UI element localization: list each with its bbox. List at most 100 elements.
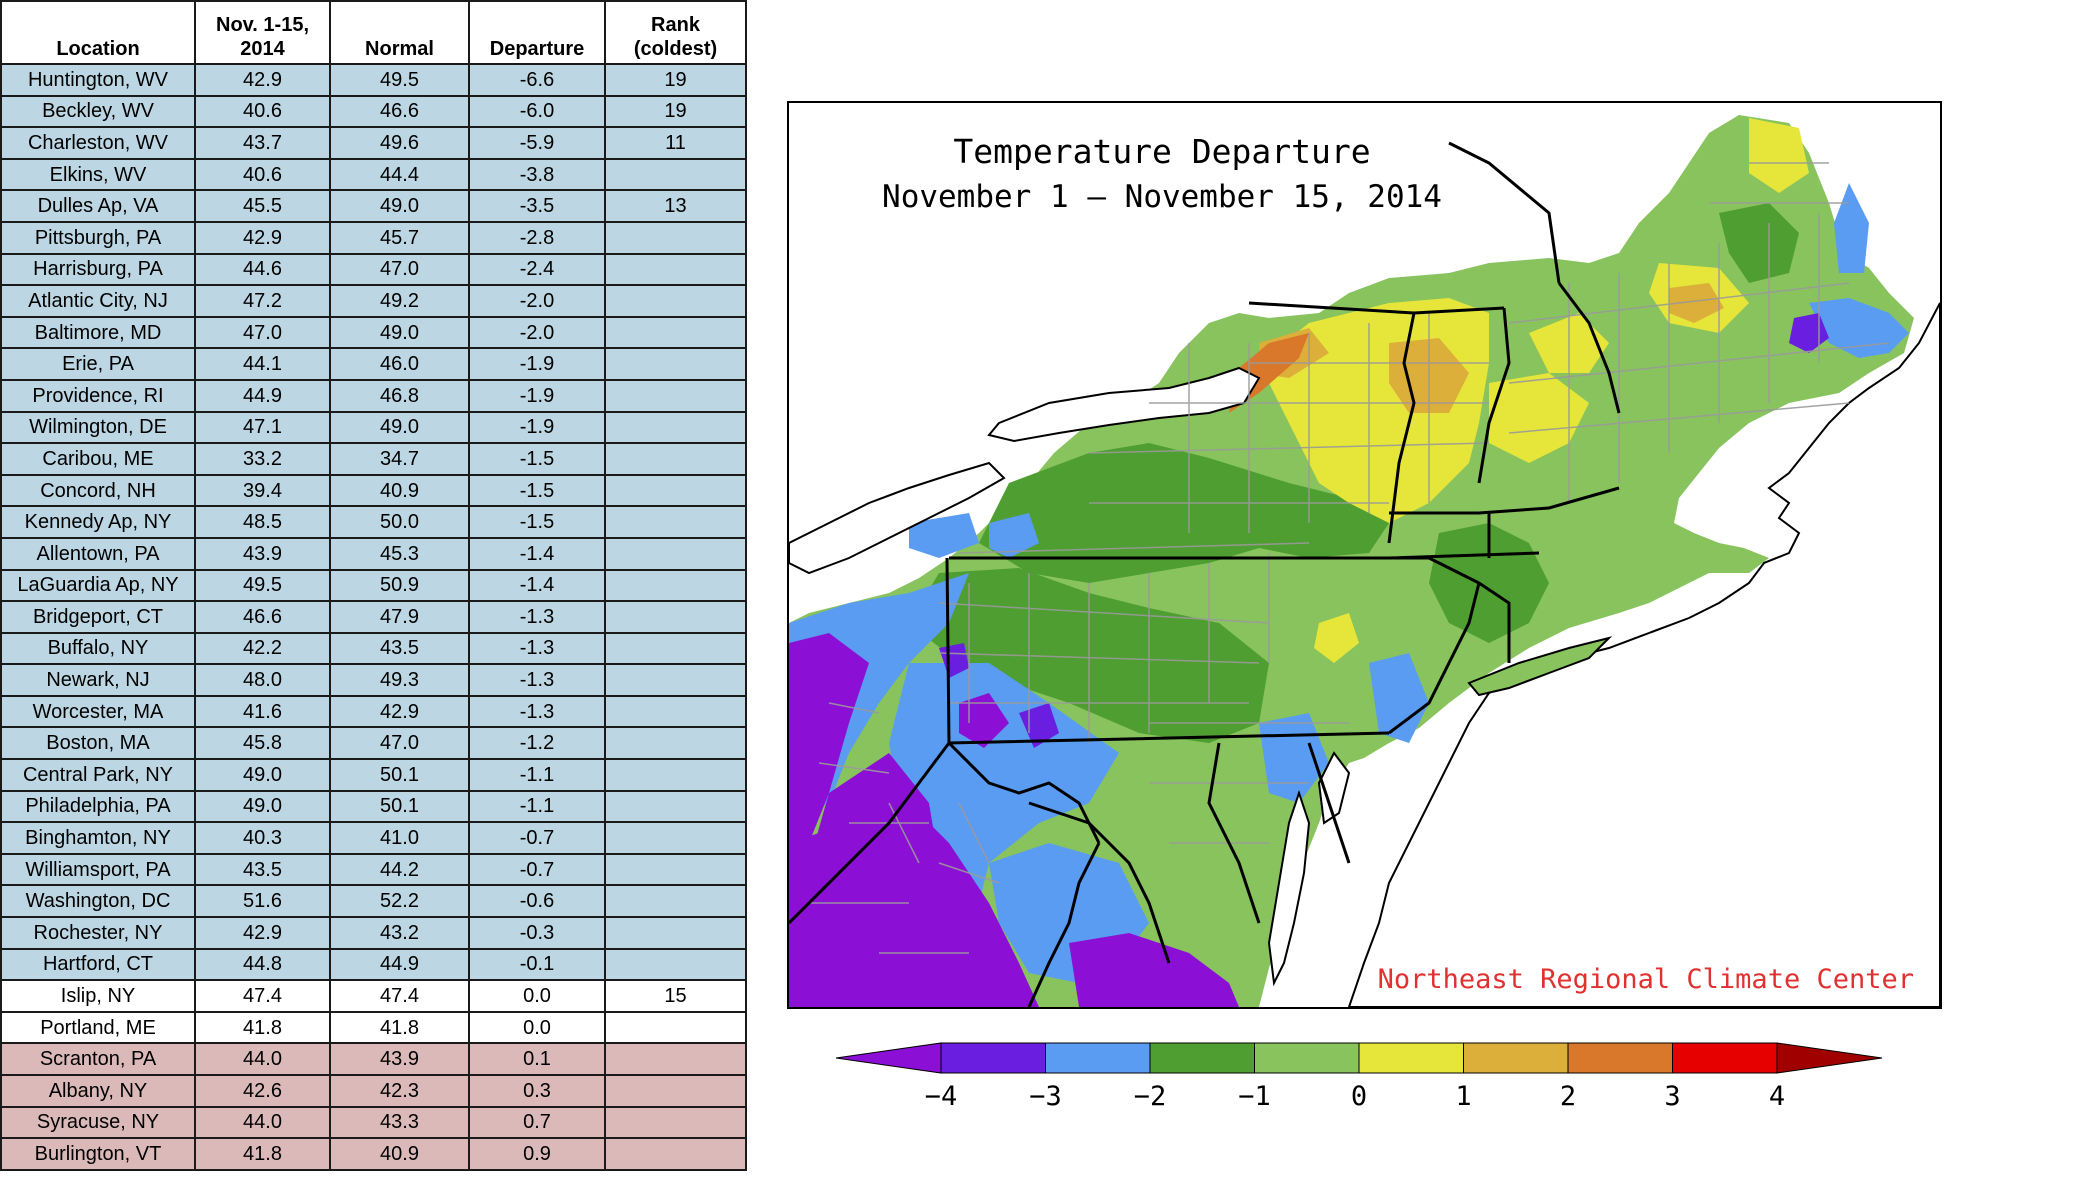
table-row: Allentown, PA 43.9 45.3 -1.4 (0, 536, 747, 571)
water-bodies (789, 366, 1351, 987)
legend-tick-label: 3 (1664, 1081, 1680, 1112)
cell-value: 42.9 (194, 916, 331, 950)
cell-departure: 0.1 (468, 1042, 606, 1076)
cell-value: 51.6 (194, 884, 331, 919)
cell-value: 44.8 (194, 947, 331, 982)
map-title: Temperature Departure (953, 132, 1370, 171)
cell-departure: -1.3 (468, 694, 606, 729)
table-row: LaGuardia Ap, NY 49.5 50.9 -1.4 (0, 568, 747, 603)
cell-rank (604, 284, 747, 318)
table-row: Wilmington, DE 47.1 49.0 -1.9 (0, 410, 747, 445)
header-location: Location (0, 0, 196, 65)
cell-value: 44.0 (194, 1105, 331, 1140)
cell-value: 47.2 (194, 284, 331, 318)
map-credit: Northeast Regional Climate Center (1378, 964, 1914, 995)
cell-value: 40.6 (194, 157, 331, 192)
cell-rank: 19 (604, 63, 747, 97)
table-row: Philadelphia, PA 49.0 50.1 -1.1 (0, 789, 747, 824)
cell-rank (604, 694, 747, 729)
legend-tick-label: 0 (1351, 1081, 1367, 1112)
cell-rank (604, 758, 747, 792)
county-lines (809, 162, 1890, 954)
cell-rank: 15 (604, 979, 747, 1013)
cell-normal: 41.8 (329, 1010, 470, 1045)
cell-normal: 49.0 (329, 410, 470, 445)
legend-bin (1567, 1042, 1673, 1074)
legend-bin (1463, 1042, 1569, 1074)
cell-rank: 19 (604, 94, 747, 129)
cell-value: 33.2 (194, 442, 331, 476)
cell-normal: 40.9 (329, 1137, 470, 1171)
cell-rank (604, 378, 747, 413)
cell-departure: -1.9 (468, 378, 606, 413)
cell-departure: -5.9 (468, 126, 606, 160)
cell-normal: 49.2 (329, 284, 470, 318)
cell-location: Philadelphia, PA (0, 789, 196, 824)
cell-departure: -1.5 (468, 473, 606, 508)
cell-rank: 11 (604, 126, 747, 160)
cell-normal: 42.3 (329, 1074, 470, 1108)
cell-normal: 44.9 (329, 947, 470, 982)
cell-departure: -3.5 (468, 189, 606, 223)
cell-departure: 0.9 (468, 1137, 606, 1171)
cell-location: Atlantic City, NJ (0, 284, 196, 318)
cell-rank (604, 1042, 747, 1076)
cell-rank (604, 536, 747, 571)
cell-rank (604, 663, 747, 697)
cell-value: 43.7 (194, 126, 331, 160)
table-row: Scranton, PA 44.0 43.9 0.1 (0, 1042, 747, 1076)
cell-location: Hartford, CT (0, 947, 196, 982)
cell-value: 44.0 (194, 1042, 331, 1076)
legend-tick-label: 2 (1560, 1081, 1576, 1112)
cell-rank (604, 220, 747, 255)
legend-tick-label: 4 (1769, 1081, 1785, 1112)
cell-location: Caribou, ME (0, 442, 196, 476)
cell-rank (604, 821, 747, 855)
cell-normal: 45.3 (329, 536, 470, 571)
cell-normal: 42.9 (329, 694, 470, 729)
cell-normal: 45.7 (329, 220, 470, 255)
table-row: Worcester, MA 41.6 42.9 -1.3 (0, 694, 747, 729)
legend-arrow-low (835, 1042, 942, 1074)
cell-value: 41.6 (194, 694, 331, 729)
cell-departure: -2.4 (468, 252, 606, 287)
table-row: Caribou, ME 33.2 34.7 -1.5 (0, 442, 747, 476)
cell-normal: 43.3 (329, 1105, 470, 1140)
cell-rank (604, 884, 747, 919)
cell-rank (604, 157, 747, 192)
cell-departure: -1.1 (468, 789, 606, 824)
legend-arrow-high (1776, 1042, 1883, 1074)
cell-normal: 49.6 (329, 126, 470, 160)
table-row: Beckley, WV 40.6 46.6 -6.0 19 (0, 94, 747, 129)
cell-normal: 44.2 (329, 852, 470, 887)
cell-departure: -1.2 (468, 726, 606, 761)
cell-location: Buffalo, NY (0, 631, 196, 666)
table-row: Binghamton, NY 40.3 41.0 -0.7 (0, 821, 747, 855)
cell-departure: -2.0 (468, 284, 606, 318)
cell-location: Baltimore, MD (0, 315, 196, 350)
cell-value: 43.9 (194, 536, 331, 571)
cell-normal: 49.5 (329, 63, 470, 97)
legend-tick-label: 1 (1455, 1081, 1471, 1112)
cell-location: Erie, PA (0, 347, 196, 381)
cell-location: Boston, MA (0, 726, 196, 761)
legend-bin (1672, 1042, 1778, 1074)
cell-departure: -1.3 (468, 631, 606, 666)
cell-departure: -1.3 (468, 663, 606, 697)
legend-bins (835, 1042, 1883, 1074)
header-rank: Rank (coldest) (604, 0, 747, 65)
cell-rank (604, 947, 747, 982)
cell-value: 40.6 (194, 94, 331, 129)
cell-value: 47.0 (194, 315, 331, 350)
cell-departure: -0.7 (468, 821, 606, 855)
cell-location: Central Park, NY (0, 758, 196, 792)
cell-departure: 0.7 (468, 1105, 606, 1140)
cell-value: 47.1 (194, 410, 331, 445)
anomaly-fill (789, 115, 1914, 1007)
table-row: Islip, NY 47.4 47.4 0.0 15 (0, 979, 747, 1013)
cell-rank (604, 442, 747, 476)
table-row: Syracuse, NY 44.0 43.3 0.7 (0, 1105, 747, 1140)
cell-location: Rochester, NY (0, 916, 196, 950)
cell-location: Williamsport, PA (0, 852, 196, 887)
cell-location: Providence, RI (0, 378, 196, 413)
